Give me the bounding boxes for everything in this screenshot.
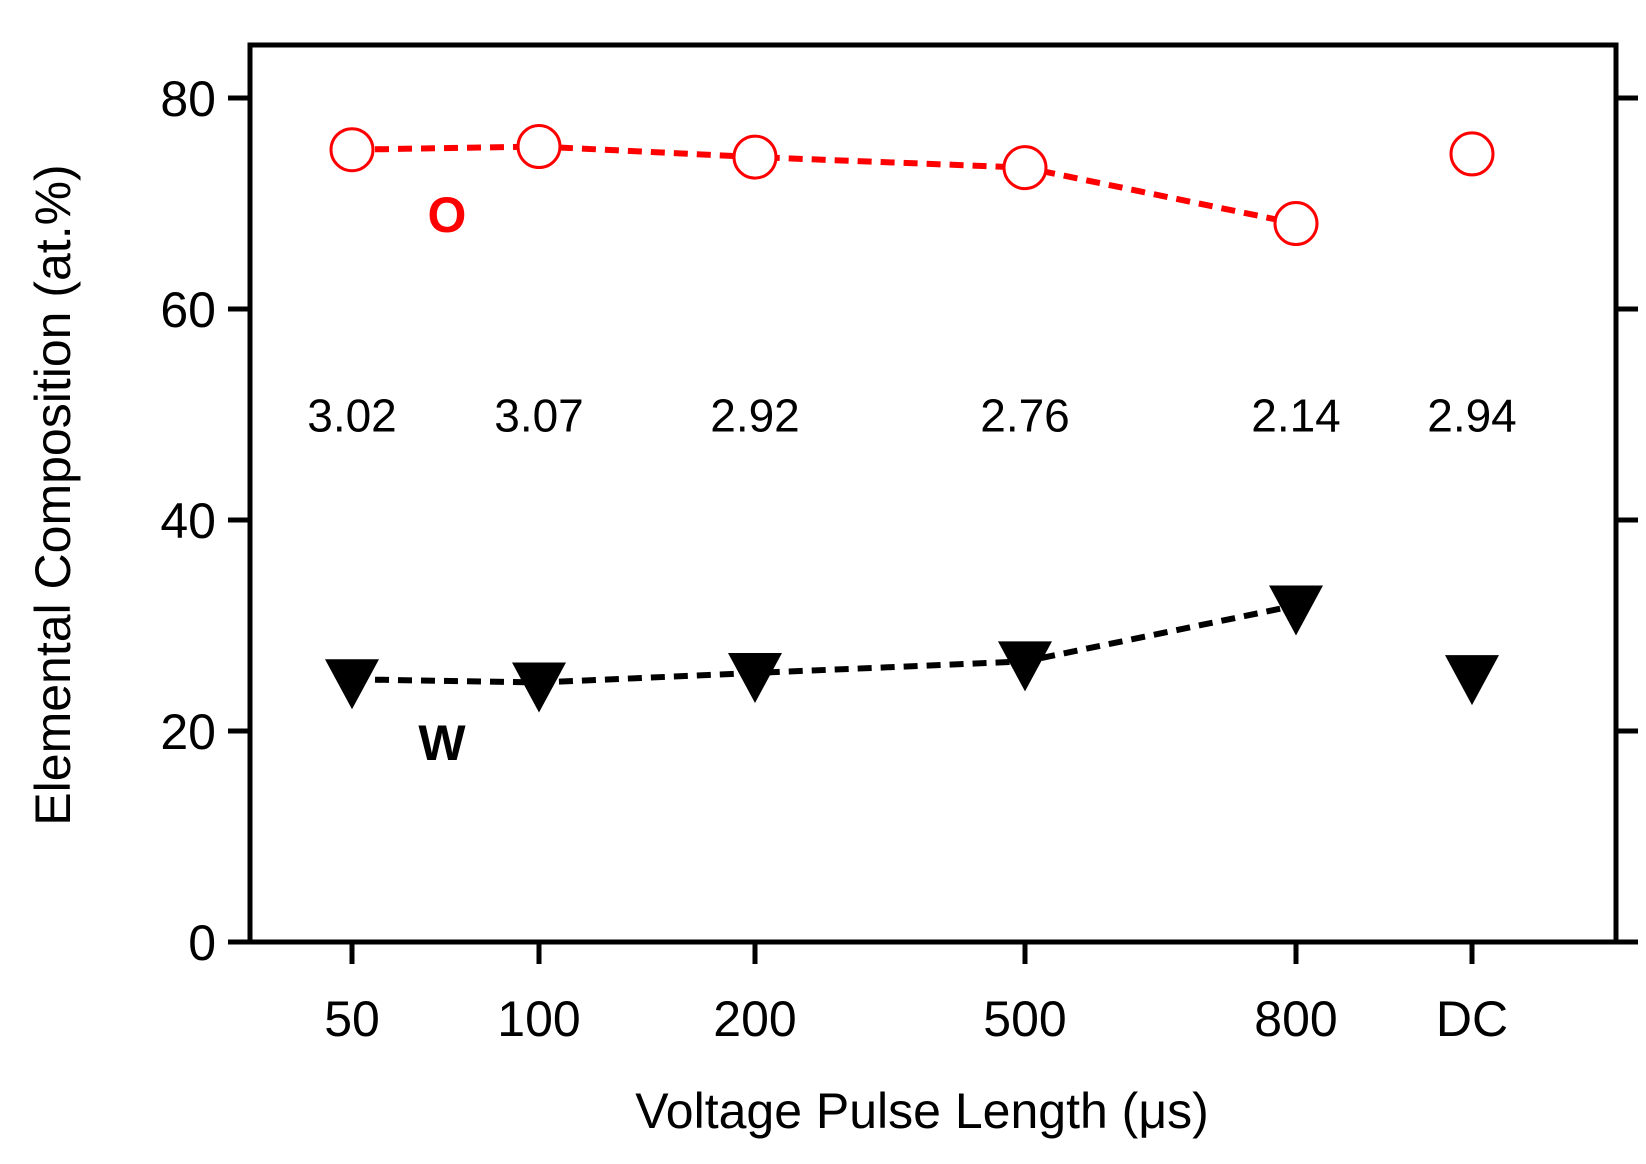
x-tick-label: 200 [713,991,796,1047]
x-tick-label: 50 [324,991,380,1047]
ratio-label: 2.94 [1427,390,1517,442]
point-w [728,652,782,703]
x-tick-label: 100 [497,991,580,1047]
series-line-w [351,602,1297,686]
ratio-label: 2.76 [980,390,1070,442]
ratio-label: 2.14 [1251,390,1341,442]
x-tick-label: 800 [1254,991,1337,1047]
point-o [1449,131,1495,177]
plot-frame [247,42,1619,945]
labels: Elemental Composition (at.%) Voltage Pul… [25,164,1517,1139]
point-w [325,659,379,710]
point-w [512,662,566,713]
y-axis-title: Elemental Composition (at.%) [25,164,81,825]
x-tick-label: DC [1436,991,1508,1047]
y-tick-label: 20 [160,704,216,760]
ratio-label: 3.02 [307,390,397,442]
ratio-label: 2.92 [710,390,800,442]
point-o [329,127,375,173]
y-tick-label: 0 [188,915,216,971]
point-o [732,134,778,180]
point-o [1273,201,1319,247]
point-o [516,124,562,170]
point-w [1445,655,1499,706]
axes: 0 20 40 60 80 50 100 200 500 800 DC [160,42,1638,1047]
y-tick-label: 60 [160,282,216,338]
ratio-label: 3.07 [494,390,584,442]
y-tick-label: 40 [160,493,216,549]
series-line-o [351,143,1297,227]
point-w [998,641,1052,692]
point-o [1002,145,1048,191]
point-w [1269,585,1323,636]
series-markers [325,124,1499,713]
series-label-w: W [418,715,466,771]
y-tick-label: 80 [160,71,216,127]
x-axis-title: Voltage Pulse Length (μs) [635,1083,1209,1139]
series-label-o: O [428,187,467,243]
x-tick-label: 500 [983,991,1066,1047]
